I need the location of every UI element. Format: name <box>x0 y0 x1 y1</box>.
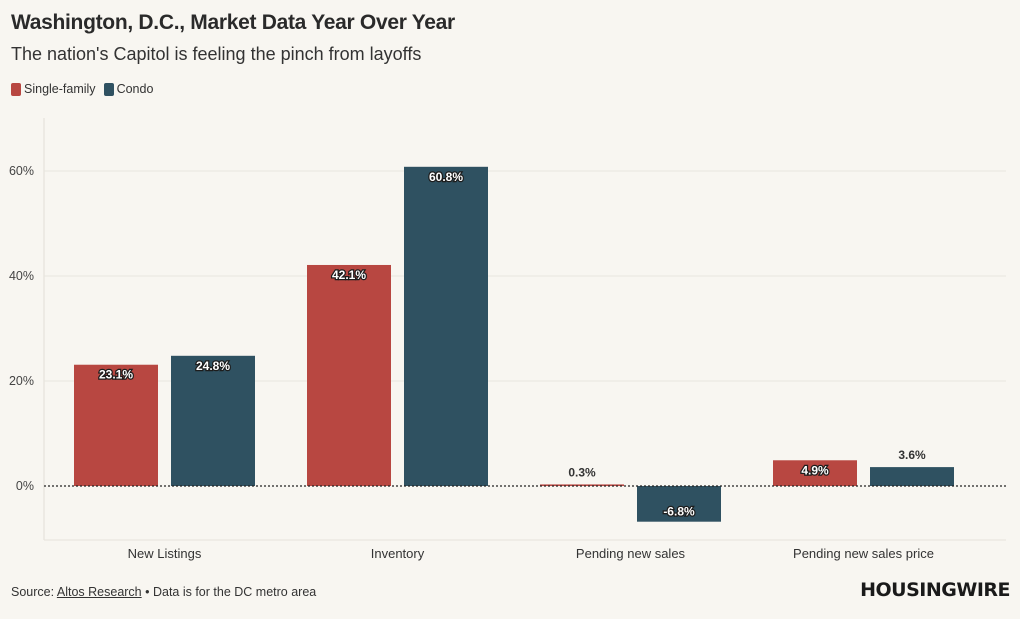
source-link[interactable]: Altos Research <box>56 585 142 599</box>
x-category-label: Pending new sales <box>576 546 686 561</box>
footer-suffix: • Data is for the DC metro area <box>141 585 317 599</box>
bar-single-family <box>74 364 158 486</box>
x-category-label: New Listings <box>128 546 202 561</box>
legend-swatch-condo <box>103 82 114 96</box>
legend-item-condo: Condo <box>103 82 154 96</box>
x-category-label: Pending new sales price <box>793 546 934 561</box>
data-label: 42.1% <box>332 268 366 282</box>
bar-condo <box>404 166 488 487</box>
data-label: 4.9% <box>801 463 829 477</box>
bar-single-family <box>773 460 857 486</box>
data-label: -6.8% <box>663 505 695 519</box>
bar-single-family <box>540 484 624 486</box>
y-tick-label: 40% <box>9 269 34 283</box>
legend-swatch-single-family <box>11 82 21 96</box>
chart-title: Washington, D.C., Market Data Year Over … <box>11 11 455 34</box>
bar-chart: 0% 20% 40% 60% 23.1% 24.8% New Listings 42.1% 60… <box>9 118 1006 561</box>
source-footer: Source: Altos Research • Data is for the… <box>11 585 316 599</box>
legend-item-single-family: Single-family <box>11 82 96 96</box>
data-label: 3.6% <box>898 448 926 462</box>
x-category-label: Inventory <box>371 546 425 561</box>
data-label: 24.8% <box>196 359 230 373</box>
data-label: 0.3% <box>568 465 596 479</box>
bar-single-family <box>307 264 391 486</box>
legend: Single-family Condo <box>11 82 153 96</box>
footer-prefix: Source: <box>11 585 57 599</box>
bar-condo <box>637 486 721 522</box>
legend-label-condo: Condo <box>116 82 154 96</box>
data-label: 23.1% <box>99 368 133 382</box>
y-tick-label: 20% <box>9 374 34 388</box>
bar-condo <box>870 467 954 486</box>
data-label: 60.8% <box>429 170 463 184</box>
y-tick-label: 60% <box>9 164 34 178</box>
chart-subtitle: The nation's Capitol is feeling the pinc… <box>11 44 422 64</box>
bar-condo <box>171 355 255 486</box>
y-tick-label: 0% <box>16 479 34 493</box>
housingwire-logo: HOUSINGWIRE <box>860 579 1010 601</box>
legend-label-single-family: Single-family <box>24 82 96 96</box>
